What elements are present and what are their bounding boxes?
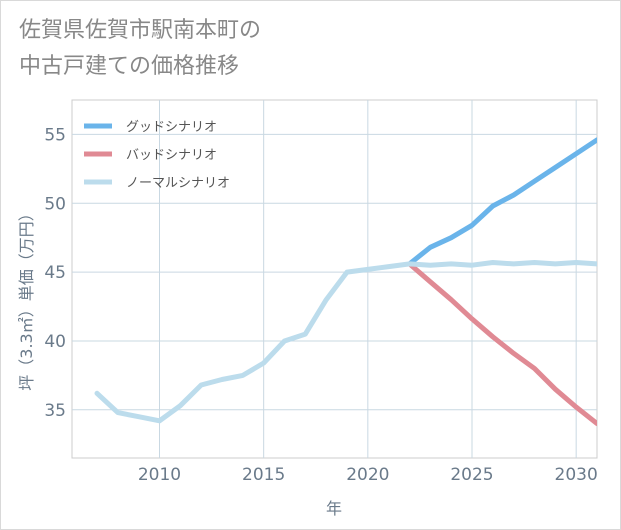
legend-label-2: ノーマルシナリオ <box>126 176 230 191</box>
y-axis-label: 坪（3.3㎡）単価（万円） <box>17 205 36 390</box>
y-tick-label: 45 <box>44 263 66 283</box>
series-line-1 <box>407 261 597 427</box>
series-layer <box>94 137 597 427</box>
x-tick-label: 2030 <box>555 465 598 485</box>
x-tick-label: 2025 <box>450 465 493 485</box>
chart-title: 佐賀県佐賀市駅南本町の 中古戸建ての価格推移 <box>19 13 261 85</box>
series-line-2 <box>94 260 597 424</box>
y-tick-label: 55 <box>44 125 66 145</box>
x-tick-label: 2015 <box>242 465 285 485</box>
x-tick-label: 2010 <box>138 465 181 485</box>
x-tick-label: 2020 <box>346 465 389 485</box>
legend-label-1: バッドシナリオ <box>126 148 217 163</box>
y-tick-label: 40 <box>44 332 66 352</box>
tick-labels: 2010 2015 2020 2025 2030 35 40 45 50 55 <box>44 125 597 485</box>
chart-title-line-2: 中古戸建ての価格推移 <box>19 54 240 79</box>
chart-title-line-1: 佐賀県佐賀市駅南本町の <box>19 18 262 43</box>
series-line-0 <box>407 137 597 267</box>
grid-lines <box>72 100 597 458</box>
legend-label-0: グッドシナリオ <box>126 120 217 135</box>
y-tick-label: 35 <box>44 401 66 421</box>
x-axis-label: 年 <box>326 499 342 518</box>
y-tick-label: 50 <box>44 194 66 214</box>
